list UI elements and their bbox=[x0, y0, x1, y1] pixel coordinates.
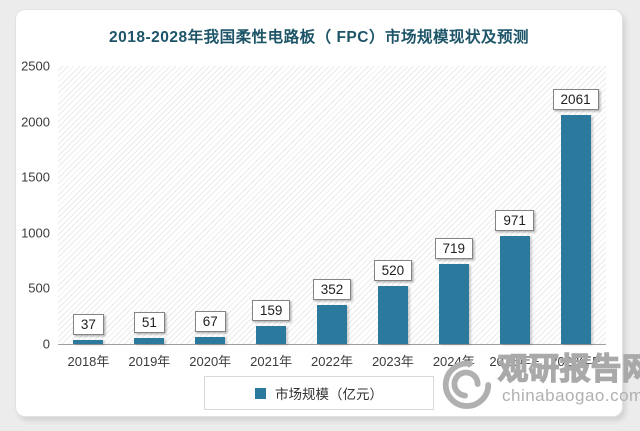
plot-columns: 37 51 67 159 352 520 719 971 2061 bbox=[58, 66, 606, 344]
x-tick-label: 2023年 bbox=[371, 354, 414, 369]
chart-title: 2018-2028年我国柔性电路板（ FPC）市场规模现状及预测 bbox=[109, 29, 529, 46]
y-axis: 0 500 1000 1500 2000 2500 bbox=[16, 59, 53, 352]
value-label: 37 bbox=[72, 313, 104, 335]
y-tick-label: 1000 bbox=[21, 225, 50, 241]
bar-column: 352 bbox=[302, 66, 363, 344]
bar bbox=[73, 339, 104, 344]
legend: 市场规模（亿元） bbox=[204, 376, 434, 410]
bar bbox=[560, 114, 591, 344]
y-tick-label: 1500 bbox=[21, 169, 50, 185]
value-label: 67 bbox=[194, 310, 226, 332]
plot-area: 37 51 67 159 352 520 719 971 2061 bbox=[58, 66, 606, 345]
bar bbox=[317, 304, 347, 344]
value-label: 352 bbox=[312, 278, 352, 300]
bar bbox=[438, 264, 469, 344]
value-label: 719 bbox=[434, 238, 474, 260]
bar-column: 67 bbox=[180, 66, 241, 344]
bar-column: 37 bbox=[58, 66, 119, 344]
y-tick-label: 500 bbox=[28, 280, 50, 296]
value-label: 159 bbox=[251, 300, 291, 322]
x-tick-label: 2021年 bbox=[250, 354, 293, 369]
x-tick-label: 2028年E bbox=[550, 354, 601, 369]
x-tick-label: 2018年 bbox=[67, 354, 110, 369]
value-label: 51 bbox=[133, 312, 165, 334]
legend-label: 市场规模（亿元） bbox=[275, 387, 383, 402]
y-tick-label: 2000 bbox=[21, 114, 50, 130]
bar-column: 2061 bbox=[545, 66, 606, 344]
bar bbox=[134, 338, 165, 344]
bar bbox=[499, 236, 530, 344]
y-tick-label: 0 bbox=[42, 336, 50, 352]
bar-column: 159 bbox=[241, 66, 302, 344]
bar bbox=[377, 286, 408, 344]
bar-column: 719 bbox=[423, 66, 484, 344]
bar-column: 971 bbox=[484, 66, 545, 344]
x-tick-label: 2025年E bbox=[489, 354, 540, 369]
value-label: 2061 bbox=[552, 88, 599, 110]
bar bbox=[195, 336, 226, 344]
bar bbox=[256, 326, 287, 344]
bar-column: 520 bbox=[362, 66, 423, 344]
x-tick-label: 2024年 bbox=[432, 354, 475, 369]
value-label: 971 bbox=[495, 210, 534, 232]
x-axis-labels: 2018年 2019年 2020年 2021年 2022年 2023年 2024年 2025年… bbox=[58, 351, 606, 370]
chart-card: 2018-2028年我国柔性电路板（ FPC）市场规模现状及预测 0 500 100… bbox=[15, 9, 623, 417]
x-tick-label: 2019年 bbox=[128, 354, 171, 369]
bar-column: 51 bbox=[119, 66, 180, 344]
x-tick-label: 2020年 bbox=[189, 354, 232, 369]
value-label: 520 bbox=[373, 260, 413, 282]
y-tick-label: 2500 bbox=[21, 58, 50, 74]
x-tick-label: 2022年 bbox=[311, 354, 353, 369]
legend-marker-icon bbox=[255, 387, 266, 399]
